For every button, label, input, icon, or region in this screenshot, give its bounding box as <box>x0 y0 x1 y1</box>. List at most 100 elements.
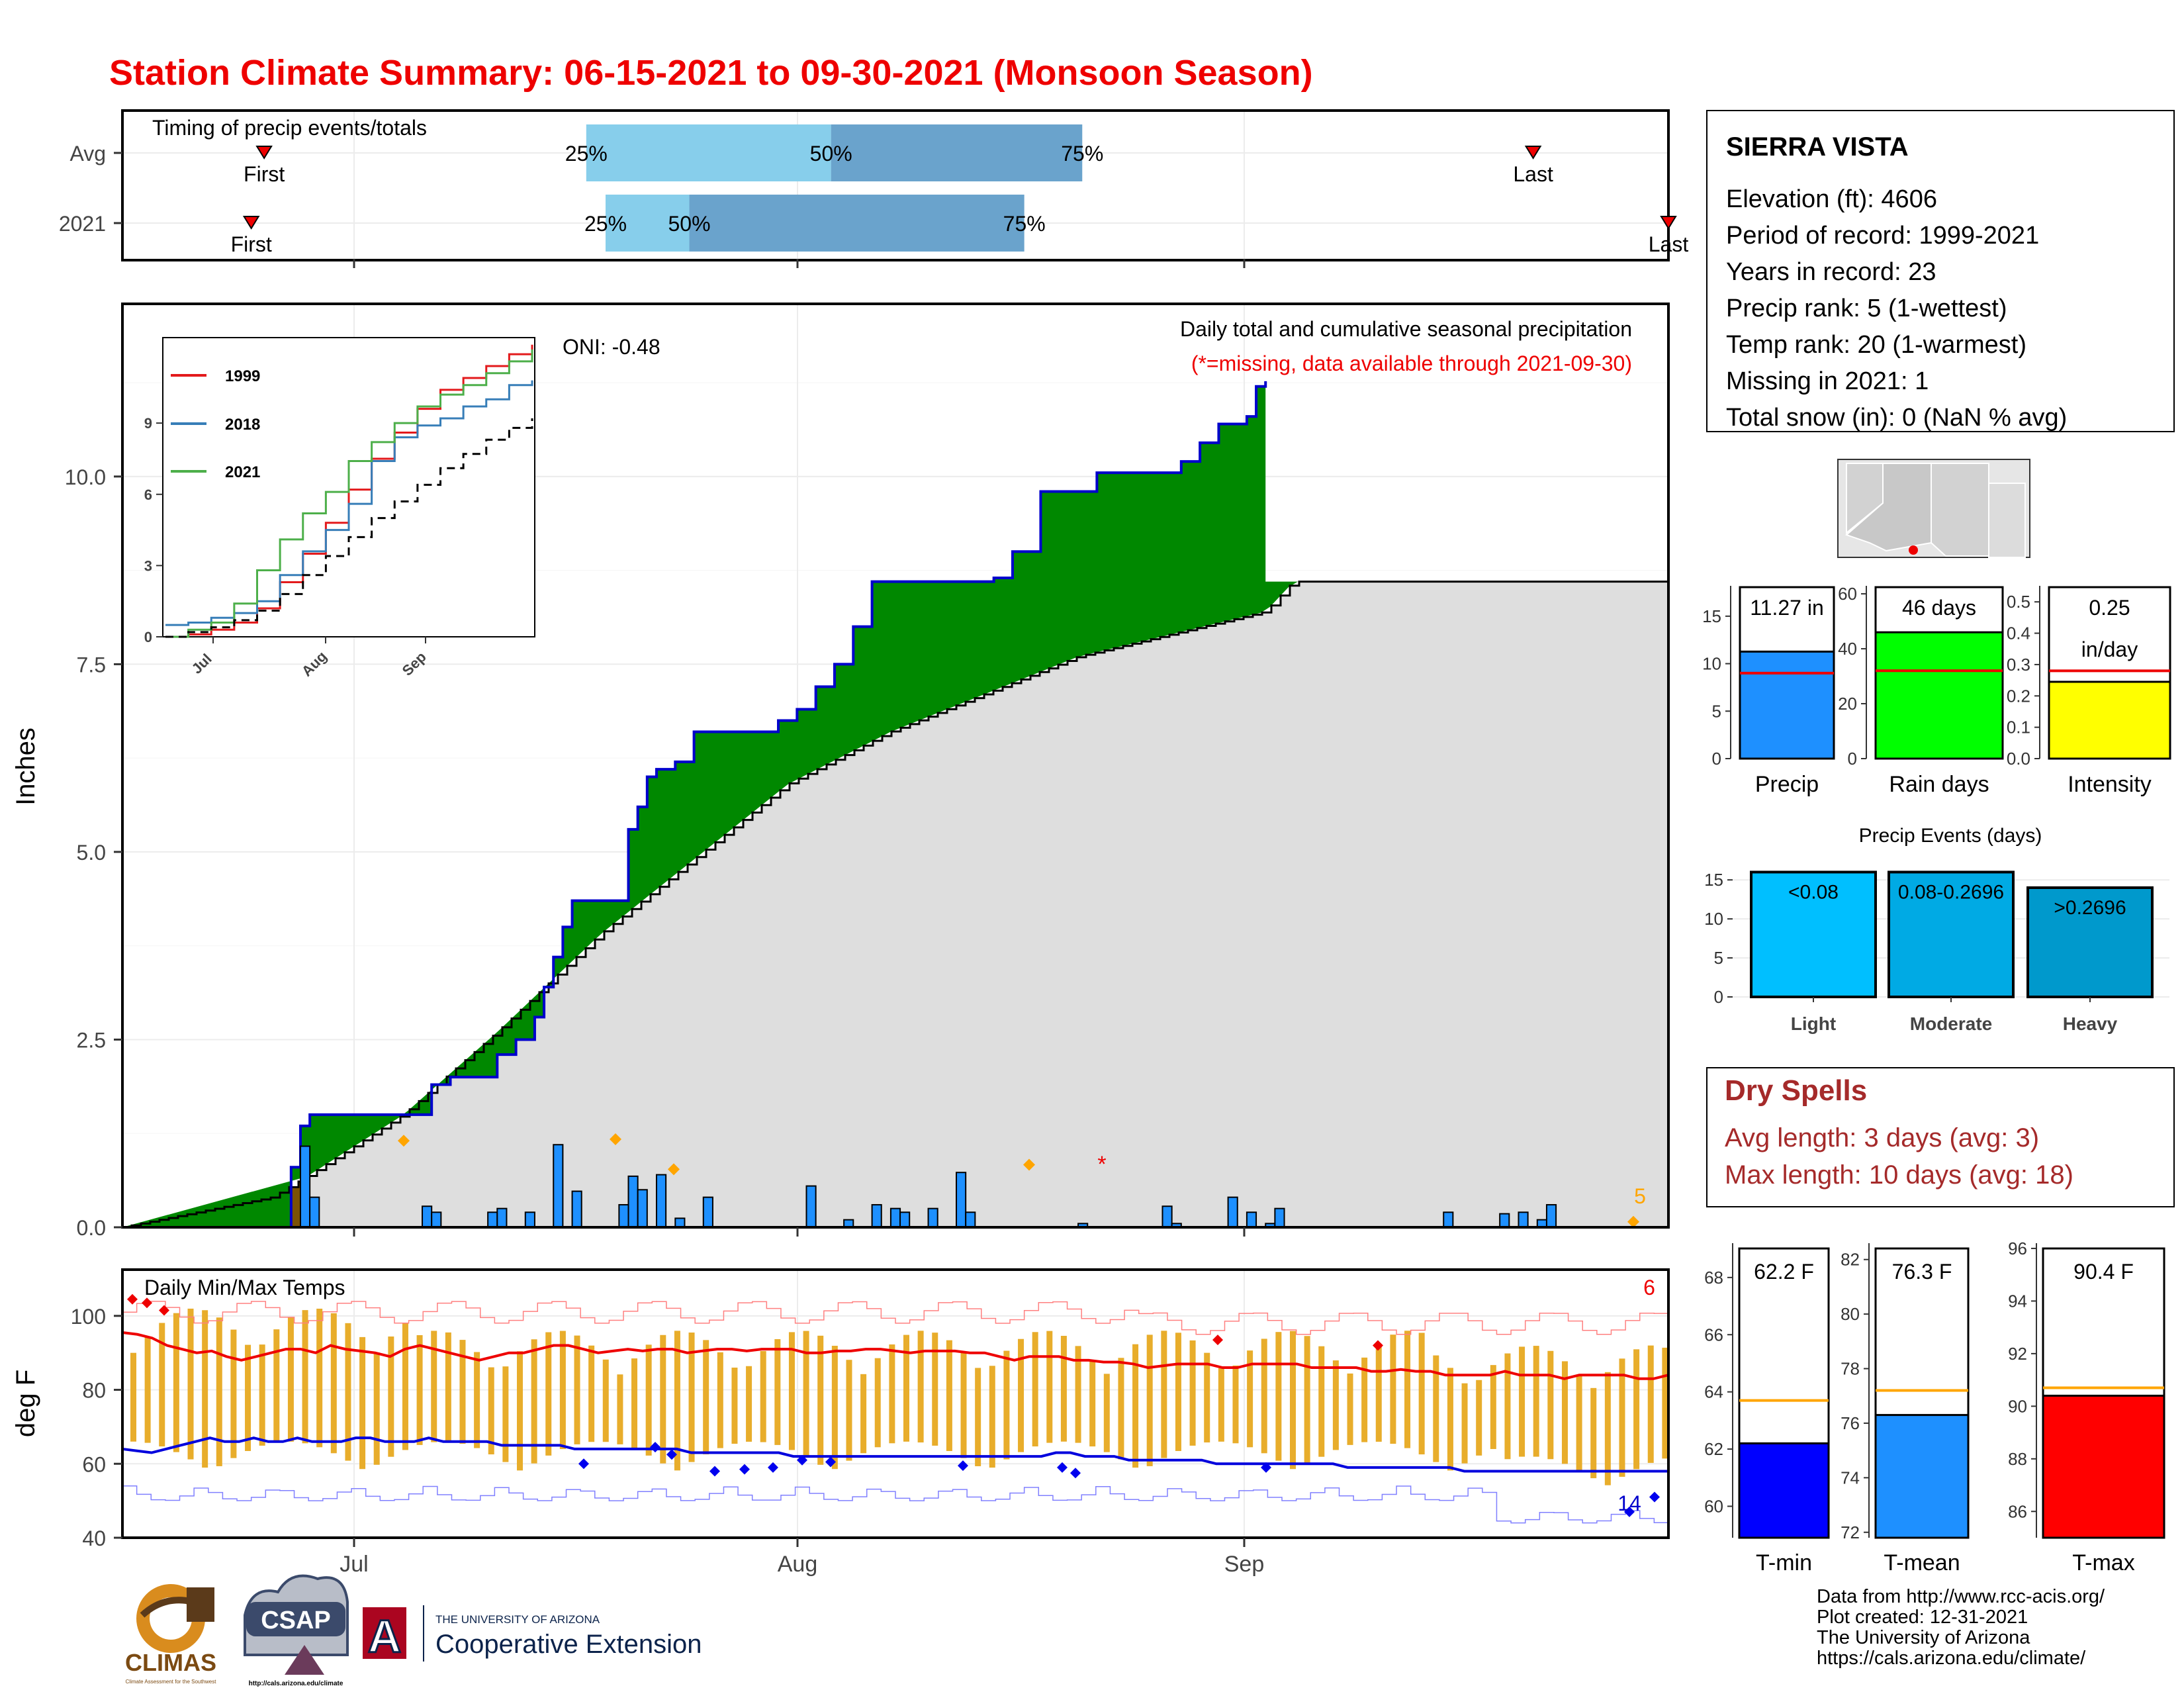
stat-y-tick-label: 15 <box>1702 606 1721 626</box>
precip-y-tick-label: 7.5 <box>77 653 106 677</box>
daily-temp-bar <box>1504 1353 1511 1460</box>
daily-temp-bar <box>1060 1335 1067 1442</box>
daily-temp-bar <box>1619 1358 1625 1477</box>
dry-spells-frame <box>1706 1067 2175 1207</box>
events-y-tick-label: 10 <box>1704 909 1723 929</box>
events-y-tick-label: 15 <box>1704 870 1723 890</box>
precip-panel-subtitle: Daily total and cumulative seasonal prec… <box>1180 317 1632 341</box>
daily-precip-bar <box>553 1144 564 1228</box>
average-cumulative-area <box>122 581 1668 1227</box>
daily-temp-bar <box>559 1331 566 1449</box>
temp-stat-y-tick-label: 78 <box>1841 1359 1860 1379</box>
daily-temp-bar <box>1633 1349 1640 1470</box>
csap-logo[interactable]: CSAP http://cals.arizona.edu/climate <box>244 1574 349 1688</box>
temp-stat-y-tick-label: 74 <box>1841 1468 1860 1487</box>
daily-temp-bar <box>860 1374 867 1454</box>
daily-temp-bar <box>173 1313 179 1452</box>
daily-temp-bar <box>631 1358 638 1450</box>
daily-temp-bar <box>803 1331 809 1457</box>
daily-temp-bar <box>1576 1375 1582 1471</box>
daily-temp-bar <box>431 1331 437 1442</box>
stat-y-tick-label: 60 <box>1838 584 1857 604</box>
precip-panel: * Daily total and cumulative seasonal pr… <box>11 303 1670 1240</box>
temp-stat-y-tick-label: 62 <box>1704 1439 1723 1459</box>
climas-logo[interactable]: CLIMAS Climate Assessment for the Southw… <box>125 1584 216 1685</box>
daily-temp-bar <box>932 1333 938 1446</box>
daily-precip-bar <box>927 1207 938 1229</box>
csap-logo-banner <box>246 1602 345 1636</box>
daily-temp-bar <box>502 1366 509 1462</box>
daily-temp-bar <box>746 1366 752 1442</box>
record-low-marker <box>768 1462 778 1473</box>
timing-label-50: 50% <box>810 142 852 165</box>
events-y-tick-label: 5 <box>1714 948 1723 968</box>
stat-y-tick-label: 20 <box>1838 694 1857 714</box>
timing-row-label: Avg <box>69 142 106 165</box>
temp-stat-y-tick-label: 94 <box>2008 1291 2027 1311</box>
daily-temp-bar <box>1361 1357 1368 1442</box>
daily-temp-bar <box>330 1313 337 1454</box>
daily-temp-bar <box>187 1308 194 1460</box>
events-bar <box>2026 886 2154 998</box>
csap-logo-mountain <box>285 1645 324 1675</box>
avg-tmax-line <box>122 1331 1669 1380</box>
stat-y-tick-label: 0.5 <box>2007 592 2030 612</box>
daily-temp-bar <box>703 1340 709 1455</box>
timing-panel: Timing of precip events/totals Avg 25% 50%… <box>59 109 1688 268</box>
temp-y-axis-label: deg F <box>11 1370 40 1437</box>
timing-bar-50-75 <box>689 195 1024 252</box>
season-stats-bars: 0 5 10 15 11.27 in Precip 0 20 40 60 46 days Rain d… <box>1702 584 2171 797</box>
daily-temp-bar <box>1347 1373 1353 1445</box>
station-info-line: Temp rank: 20 (1-warmest) <box>1726 331 2026 359</box>
dry-spells-max: Max length: 10 days (avg: 18) <box>1725 1160 2073 1190</box>
daily-temp-bar <box>1146 1335 1153 1466</box>
daily-temp-bar <box>1647 1345 1654 1463</box>
daily-temp-bar <box>1161 1331 1167 1458</box>
timing-panel-title: Timing of precip events/totals <box>152 116 427 140</box>
daily-temp-bar <box>1118 1358 1124 1460</box>
ua-logo-university: THE UNIVERSITY OF ARIZONA <box>435 1613 600 1626</box>
stat-y-tick-label: 5 <box>1712 701 1721 721</box>
stat-y-tick-label: 0 <box>1712 749 1721 769</box>
daily-temp-bar <box>717 1352 723 1448</box>
temp-stat-y-tick-label: 68 <box>1704 1268 1723 1288</box>
ua-cooperative-extension-logo[interactable]: A THE UNIVERSITY OF ARIZONA Cooperative … <box>363 1605 702 1664</box>
temp-y-tick-label: 100 <box>71 1305 106 1329</box>
daily-precip-bar <box>571 1190 582 1229</box>
cumulative-precip-line <box>122 381 1267 1229</box>
daily-temp-bar <box>1590 1387 1597 1479</box>
daily-precip-bar <box>1545 1203 1557 1228</box>
daily-temp-bar <box>645 1344 652 1456</box>
daily-temp-bar <box>975 1368 981 1466</box>
climas-logo-subtitle: Climate Assessment for the Southwest <box>126 1679 217 1685</box>
daily-temp-bar <box>416 1335 423 1445</box>
record-high-line <box>122 1301 1669 1335</box>
temp-stat-y-tick-label: 88 <box>2008 1449 2027 1469</box>
timing-last-label: Last <box>1513 162 1553 186</box>
inset-y-tick-label: 0 <box>144 629 152 645</box>
stat-bar-caption: Precip <box>1755 772 1819 797</box>
inset-series-line <box>165 349 533 638</box>
record-low-marker <box>1261 1462 1271 1473</box>
daily-temp-bar <box>1561 1361 1568 1464</box>
daily-temp-bar <box>588 1345 595 1442</box>
daily-temp-bar <box>1418 1333 1425 1455</box>
inset-y-tick-label: 9 <box>144 415 152 432</box>
daily-temp-bar <box>216 1317 222 1466</box>
stat-y-tick-label: 0.2 <box>2007 686 2030 706</box>
timing-first-marker <box>255 146 273 160</box>
daily-temp-bar <box>1433 1355 1439 1462</box>
daily-temp-bar <box>617 1374 623 1444</box>
record-high-marker <box>142 1297 152 1309</box>
footer-line: Plot created: 12-31-2021 <box>1817 1607 2028 1628</box>
stat-bar-caption: Rain days <box>1889 772 1989 797</box>
daily-temp-bar <box>1189 1340 1196 1446</box>
record-high-marker <box>159 1305 169 1316</box>
daily-temp-bar <box>545 1332 552 1456</box>
precip-y-tick-label: 5.0 <box>77 841 106 865</box>
logos: CLIMAS Climate Assessment for the Southw… <box>125 1574 702 1688</box>
temp-y-tick-label: 40 <box>82 1526 106 1550</box>
temp-stat-caption: T-min <box>1756 1550 1812 1575</box>
daily-temp-bar <box>889 1344 895 1444</box>
